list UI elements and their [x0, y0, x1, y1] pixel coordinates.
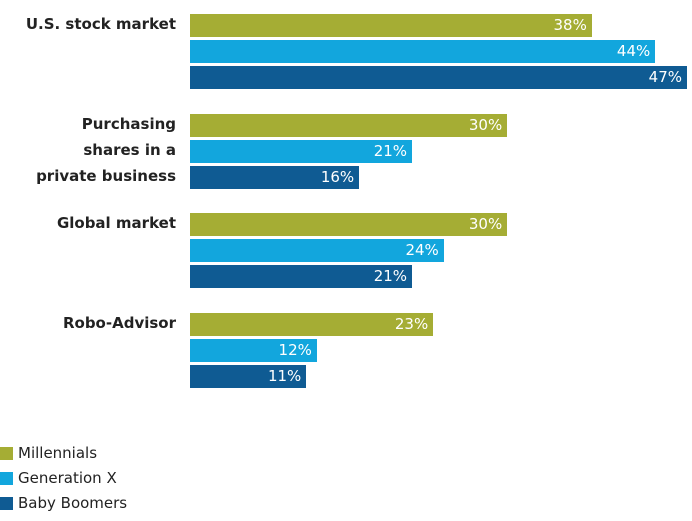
category-label: Purchasing shares in a private business	[36, 114, 176, 185]
value-label: 16%	[320, 167, 355, 186]
value-label: 21%	[373, 141, 408, 160]
bar	[190, 312, 434, 336]
value-label: 24%	[405, 241, 439, 259]
legend-label: Baby Boomers	[18, 494, 128, 512]
value-label: 38%	[553, 16, 587, 34]
value-label: 47%	[648, 68, 682, 86]
bar	[190, 113, 508, 137]
bar	[190, 40, 656, 63]
legend-label: Millennials	[18, 444, 98, 462]
value-label: 44%	[616, 42, 651, 60]
bar	[190, 213, 508, 236]
bar	[190, 14, 592, 37]
category-label: U.S. stock market	[25, 15, 176, 33]
bar	[190, 165, 360, 189]
legend-swatch	[0, 497, 13, 510]
bar	[190, 364, 307, 388]
value-label: 21%	[373, 267, 408, 285]
legend-swatch	[0, 447, 13, 460]
value-label: 12%	[278, 340, 312, 359]
legend-swatch	[0, 472, 13, 485]
legend-label: Generation X	[18, 469, 117, 487]
category-label: Global market	[56, 214, 176, 232]
bar	[190, 239, 444, 262]
bar	[190, 139, 413, 163]
bar	[190, 265, 413, 288]
category-label: Robo-Advisor	[62, 313, 176, 332]
bar	[190, 66, 687, 89]
value-label: 11%	[267, 366, 302, 385]
value-label: 30%	[468, 215, 503, 233]
bar	[190, 338, 317, 362]
value-label: 23%	[394, 314, 429, 333]
value-label: 30%	[468, 115, 503, 134]
